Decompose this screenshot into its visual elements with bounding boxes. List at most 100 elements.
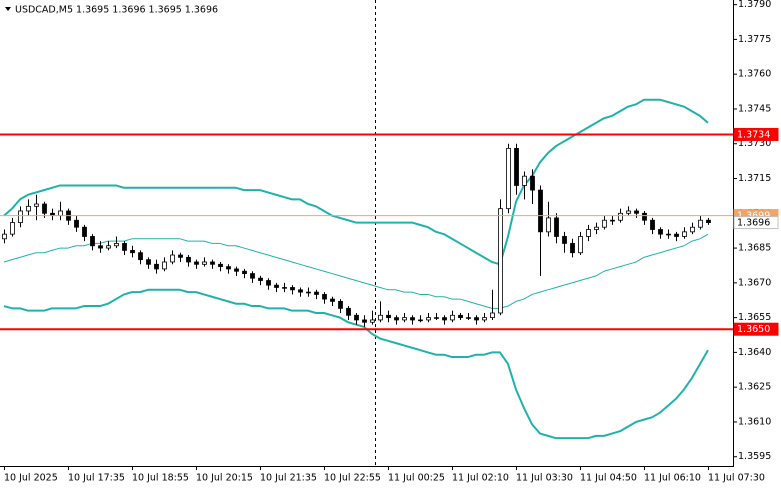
candle-body <box>354 314 359 321</box>
price-label-box <box>733 322 779 336</box>
candle-body <box>370 319 375 323</box>
candle-body <box>706 219 711 223</box>
candle-body <box>698 219 703 228</box>
candle-body <box>114 243 119 247</box>
candle-body <box>562 236 567 244</box>
candle-body <box>474 317 479 321</box>
candle-body <box>498 208 503 314</box>
candle-body <box>442 317 447 321</box>
candle-body <box>58 210 63 217</box>
band-line <box>3 98 709 266</box>
candle-body <box>202 261 207 265</box>
candle-body <box>634 210 639 214</box>
x-tick-label: 11 Jul 00:25 <box>388 473 445 484</box>
y-tick-label: 1.3790 <box>738 0 771 10</box>
candle-body <box>186 256 191 263</box>
y-tick-label: 1.3775 <box>738 34 771 45</box>
candle-body <box>218 263 223 268</box>
chart-title: USDCAD,M5 1.3695 1.3696 1.3695 1.3696 <box>15 5 218 16</box>
candle-body <box>306 291 311 294</box>
candle-body <box>314 291 319 295</box>
candle-body <box>274 284 279 288</box>
candle-body <box>122 243 127 251</box>
candle-body <box>290 287 295 291</box>
candle-body <box>490 312 495 319</box>
candle-body <box>154 263 159 270</box>
candle-body <box>146 259 151 265</box>
y-tick-label: 1.3610 <box>738 416 771 427</box>
candle-body <box>346 307 351 316</box>
candle-body <box>618 212 623 221</box>
x-tick-label: 10 Jul 20:15 <box>196 473 253 484</box>
candle-body <box>194 261 199 265</box>
candle-body <box>90 236 95 247</box>
candle-body <box>450 314 455 321</box>
candle-body <box>362 319 367 323</box>
candle-body <box>506 147 511 210</box>
y-tick-label: 1.3640 <box>738 347 771 358</box>
candle-body <box>26 205 31 212</box>
candle-body <box>466 317 471 319</box>
x-tick-label: 10 Jul 21:35 <box>260 473 317 484</box>
price-label: 1.3650 <box>737 324 770 335</box>
y-tick-label: 1.3670 <box>738 277 771 288</box>
candle-body <box>2 233 7 240</box>
x-tick-label: 10 Jul 17:35 <box>68 473 125 484</box>
price-label: 1.3734 <box>737 129 770 140</box>
candle-body <box>578 236 583 254</box>
candle-body <box>690 226 695 233</box>
candle-body <box>234 268 239 272</box>
candle-body <box>546 217 551 233</box>
candle-body <box>82 226 87 237</box>
y-tick-label: 1.3730 <box>738 138 771 149</box>
candle-body <box>386 314 391 319</box>
candle-body <box>106 245 111 249</box>
candle-body <box>674 233 679 237</box>
y-tick-label: 1.3685 <box>738 243 771 254</box>
y-tick-label: 1.3715 <box>738 173 771 184</box>
candle-body <box>410 317 415 321</box>
x-tick-label: 11 Jul 06:10 <box>644 473 701 484</box>
candle-body <box>178 254 183 258</box>
candle-body <box>226 266 231 270</box>
candle-body <box>210 261 215 265</box>
y-tick-label: 1.3595 <box>738 451 771 462</box>
candle-body <box>458 314 463 319</box>
bid-label-box <box>733 216 779 230</box>
y-tick-label: 1.3745 <box>738 103 771 114</box>
candle-body <box>626 210 631 214</box>
candle-body <box>522 175 527 186</box>
candle-body <box>34 203 39 207</box>
menu-arrow[interactable] <box>5 7 11 11</box>
candle-body <box>130 249 135 254</box>
x-tick-label: 10 Jul 22:55 <box>324 473 381 484</box>
band-line <box>3 288 709 440</box>
candle-body <box>402 317 407 321</box>
candle-body <box>170 254 175 263</box>
x-tick-label: 10 Jul 2025 <box>4 473 58 484</box>
bid-label: 1.3696 <box>737 218 770 229</box>
candle-body <box>570 243 575 254</box>
candle-body <box>338 300 343 309</box>
candle-body <box>666 233 671 236</box>
y-tick-label: 1.3655 <box>738 312 771 323</box>
y-tick-label: 1.3625 <box>738 382 771 393</box>
x-tick-label: 11 Jul 07:30 <box>708 473 765 484</box>
candle-body <box>650 219 655 230</box>
candle-body <box>162 261 167 270</box>
candle-body <box>74 219 79 228</box>
candle-body <box>242 270 247 274</box>
x-tick-label: 11 Jul 04:50 <box>580 473 637 484</box>
candle-body <box>530 175 535 191</box>
price-label-box <box>733 127 779 141</box>
candle-body <box>394 317 399 321</box>
x-tick-label: 11 Jul 03:30 <box>516 473 573 484</box>
candle-body <box>10 222 15 235</box>
candle-body <box>250 273 255 279</box>
candle-body <box>266 280 271 286</box>
candle-body <box>586 229 591 237</box>
x-tick-label: 10 Jul 18:55 <box>132 473 189 484</box>
candle-body <box>18 210 23 223</box>
candle-body <box>554 217 559 237</box>
